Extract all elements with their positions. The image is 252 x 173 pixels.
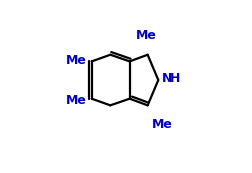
Text: Me: Me bbox=[135, 29, 156, 42]
Text: N: N bbox=[161, 72, 171, 85]
Text: Me: Me bbox=[151, 118, 172, 131]
Text: Me: Me bbox=[66, 94, 87, 107]
Text: Me: Me bbox=[66, 54, 87, 67]
Text: H: H bbox=[169, 72, 179, 85]
